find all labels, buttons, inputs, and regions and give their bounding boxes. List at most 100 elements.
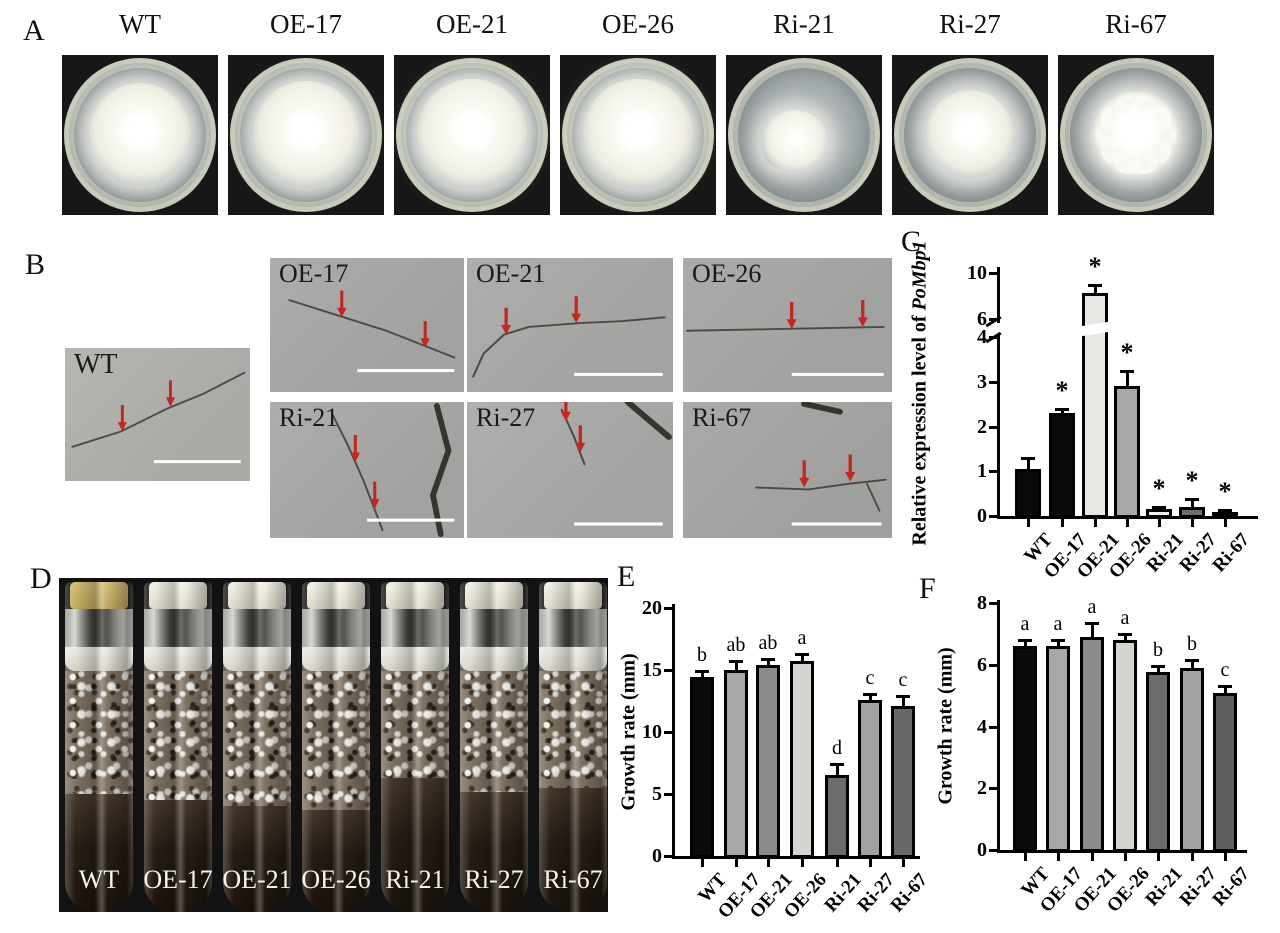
plate-strain-label: Ri-27 (939, 9, 1001, 39)
test-tube (539, 582, 607, 912)
significance-asterisk: * (1152, 473, 1166, 503)
significance-asterisk: * (1185, 465, 1199, 495)
tube-dark-substrate (539, 788, 607, 912)
y-tick-label: 10 (642, 721, 662, 743)
tube-cotton-band (223, 647, 291, 671)
micrograph-drawing (288, 290, 456, 373)
error-bar-cap (1185, 497, 1199, 501)
micrograph-drawing (71, 371, 246, 464)
tube-glass-neck (460, 609, 528, 647)
red-arrowhead-icon (337, 307, 347, 318)
tube-colonized-substrate (381, 671, 449, 778)
y-tick (989, 787, 997, 791)
tube-dark-substrate (65, 794, 133, 912)
y-tick (989, 336, 997, 339)
significance-asterisk: * (1120, 337, 1134, 367)
tube-colonized-substrate (539, 671, 607, 788)
error-bar-cap (1055, 407, 1069, 411)
significance-letter: ab (758, 631, 778, 654)
error-bar-stem (1125, 370, 1129, 387)
plate-strain-label: Ri-67 (1105, 9, 1167, 39)
plate-strain-label: WT (119, 9, 161, 39)
error-bar-cap (1018, 639, 1032, 643)
tube-glass-highlight (65, 582, 133, 912)
tube-colonized-substrate (302, 671, 370, 810)
tube-strain-label: WT (78, 865, 120, 894)
micrograph-strain-label: WT (74, 349, 118, 380)
colony-center-spot (958, 119, 982, 143)
error-bar-cap (1051, 639, 1065, 643)
error-bar-cap (1218, 508, 1232, 512)
tube-strain-label: OE-21 (222, 865, 292, 894)
tube-glass-neck (144, 609, 212, 647)
panel-e-chart: Growth rate (mm) 0 5 10 15 20 b WT ab OE-17 ab OE-… (615, 560, 932, 933)
x-tick (868, 859, 872, 867)
y-axis (997, 335, 1000, 519)
plate-strain-label: OE-17 (270, 9, 342, 39)
x-tick (1123, 853, 1127, 861)
x-tick (1190, 853, 1194, 861)
scale-bar (357, 369, 455, 373)
red-arrowhead-icon (501, 325, 512, 335)
tube-dark-substrate (460, 792, 528, 912)
panel-f-chart: Growth rate (mm) 0 2 4 6 8 a WT a OE-17 a OE-21 a OE… (915, 560, 1280, 933)
significance-letter: c (1220, 659, 1230, 682)
petri-dish (230, 58, 382, 212)
y-axis (672, 604, 675, 859)
bar (690, 677, 714, 858)
bar (1113, 640, 1137, 852)
plate-photo (228, 55, 384, 215)
significance-letter: b (1153, 639, 1163, 662)
panel-c-letter: C (901, 225, 922, 258)
bar (724, 670, 748, 858)
x-tick (1093, 519, 1097, 527)
y-axis (997, 600, 1000, 853)
micrograph-drawing (560, 402, 672, 526)
tube-cap (465, 582, 523, 609)
y-tick (664, 731, 672, 734)
x-tick (1026, 519, 1030, 527)
y-tick-label: 1 (977, 460, 987, 483)
error-bar-cap (695, 670, 709, 674)
micrograph-drawing (686, 300, 885, 376)
bar (1213, 692, 1237, 852)
significance-asterisk: * (1088, 252, 1102, 282)
error-bar-stem (1090, 623, 1094, 637)
error-bar-stem (1023, 640, 1027, 647)
tube-glass-neck (65, 609, 133, 647)
x-tick (1125, 519, 1129, 527)
tube-strain-label: Ri-21 (385, 865, 445, 894)
x-tick (1223, 853, 1227, 861)
y-axis (997, 267, 1000, 323)
bar (1212, 511, 1238, 518)
y-tick (989, 425, 997, 429)
x-tick (901, 859, 905, 867)
tube-glass-highlight (223, 582, 291, 912)
plate-photo (560, 55, 716, 215)
significance-letter: c (898, 669, 908, 692)
bar (1015, 469, 1041, 518)
thick-hypha (430, 402, 452, 538)
tube-cap (386, 582, 444, 609)
colony-center-spot (457, 116, 487, 146)
panel-d-photo: WT OE-17 OE-21 OE-26 Ri-21 Ri-27 Ri-67 (59, 578, 608, 912)
x-tick (1023, 853, 1027, 861)
y-tick-label: 8 (977, 592, 987, 614)
scale-bar (574, 522, 663, 526)
petri-dish (396, 58, 548, 212)
error-bar-stem (835, 764, 839, 776)
bar (1049, 413, 1075, 518)
tube-cotton-band (460, 647, 528, 671)
red-arrowhead-icon (420, 338, 430, 348)
bar (1114, 386, 1140, 518)
y-tick (664, 607, 672, 610)
bar (1179, 507, 1205, 518)
significance-letter: b (1187, 633, 1197, 656)
colony-center-spot (126, 117, 154, 144)
test-tube (223, 582, 291, 912)
test-tube (381, 582, 449, 912)
plate-strain-label: Ri-21 (773, 9, 835, 39)
error-bar-stem (1190, 660, 1194, 668)
micrograph-strain-label: OE-21 (476, 259, 546, 288)
tube-cotton-band (65, 647, 133, 671)
